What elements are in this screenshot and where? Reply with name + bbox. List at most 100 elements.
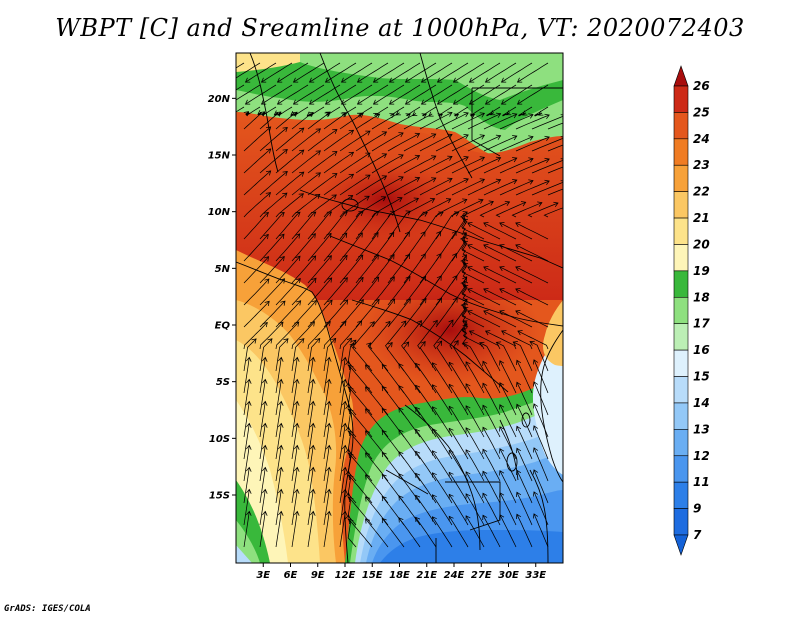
streamline [352,321,375,350]
streamline [435,253,457,284]
streamline [515,222,549,240]
streamline [323,357,330,394]
colorbar-segment [673,376,689,404]
streamline-arrowhead [326,255,332,261]
streamline-arrowhead [495,178,502,184]
streamline [435,199,467,218]
streamline-arrowhead [310,510,316,516]
streamline-arrowhead [345,404,351,410]
streamline-arrowhead [310,356,316,362]
streamline [403,212,428,240]
streamline-arrowhead [488,200,494,206]
streamline [291,233,316,262]
streamline [307,357,314,394]
streamline-arrowhead [495,134,502,140]
streamline-arrowhead [460,327,466,334]
streamline-arrowhead [343,299,349,305]
streamline [243,148,271,174]
streamline-arrowhead [468,330,475,336]
streamline [259,338,273,372]
streamline [438,106,453,117]
streamline [243,467,250,504]
streamline-arrowhead [432,428,437,434]
streamline [467,135,501,152]
streamline-arrowhead [462,276,468,282]
streamline [309,62,341,83]
streamline-arrowhead [398,473,404,479]
lat-tick-label: 5N [215,264,231,275]
streamline [323,129,354,152]
lon-tick-label: 3E [256,570,270,581]
streamline [515,180,550,196]
streamline-arrowhead [398,132,404,138]
streamline-arrowhead [345,492,351,498]
streamline-arrowhead [345,360,351,366]
streamline-arrowhead [483,288,489,294]
streamline-arrowhead [257,110,263,115]
streamline-arrowhead [340,77,347,83]
streamline-arrowhead [532,425,539,431]
lon-tick-label: 18E [389,570,410,581]
streamline-arrowhead [295,277,301,284]
colorbar-label: 13 [693,422,710,436]
streamline-arrowhead [381,131,388,137]
streamline-arrowhead [462,263,469,269]
streamline-arrowhead [414,154,421,160]
streamline [499,288,533,306]
streamline [499,136,534,152]
streamline [355,113,380,130]
streamline [243,489,250,526]
lon-tick-label: 15E [362,570,383,581]
streamline [419,297,442,328]
streamline [307,467,314,504]
streamline [291,357,298,394]
streamline-arrowhead [398,517,404,523]
streamline [469,84,501,105]
colorbar-segment [673,481,689,509]
streamline [406,106,421,117]
colorbar-label: 26 [693,79,710,93]
streamline-arrowhead [381,473,387,480]
streamline [403,155,436,174]
streamline [323,467,330,504]
streamline-arrowhead [467,288,473,294]
streamline-arrowhead [345,470,351,476]
streamline-arrowhead [482,426,488,433]
streamline-arrowhead [479,156,486,162]
streamline [307,151,338,174]
streamline-arrowhead [415,384,421,391]
streamline-arrowhead [537,201,543,207]
colorbar-label: 16 [693,343,710,357]
streamline [387,254,410,284]
streamline [398,385,421,416]
streamline-arrowhead [311,277,317,283]
streamline-arrowhead [451,230,457,236]
streamline-arrowhead [528,157,534,163]
streamline-arrowhead [465,361,471,367]
lat-tick-label: 5S [216,377,230,388]
streamline-arrowhead [292,111,298,117]
streamline-arrowhead [326,444,332,450]
streamline [467,113,501,130]
streamline-arrowhead [516,99,523,105]
streamline [339,277,364,306]
streamline-arrowhead [282,127,288,133]
streamline-arrowhead [544,135,550,142]
streamline [339,467,346,504]
streamline-arrowhead [365,474,371,480]
colorbar-segment [673,138,689,166]
streamline-arrowhead [326,510,332,516]
streamline [547,188,563,196]
streamline-arrowhead [448,405,454,411]
streamline-arrowhead [308,99,315,105]
colorbar-segment [673,455,689,483]
streamline-arrowhead [500,77,507,83]
streamline-arrowhead [342,466,348,472]
streamline-arrowhead [326,378,332,384]
streamline [243,338,257,372]
streamline-arrowhead [278,510,284,516]
streamline [275,379,282,416]
streamline [307,489,314,526]
streamline-arrowhead [517,330,523,336]
streamline [448,494,469,526]
